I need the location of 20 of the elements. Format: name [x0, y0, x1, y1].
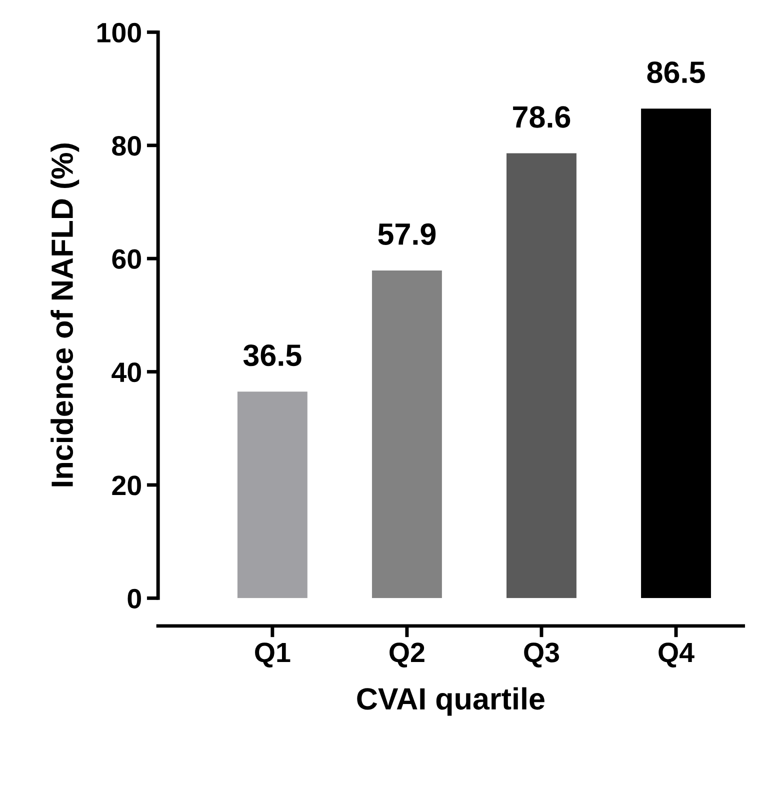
x-tick-label: Q1: [255, 642, 290, 668]
y-tick-label: 20: [112, 476, 141, 496]
data-label: 57.9: [378, 223, 436, 245]
bar: [372, 270, 442, 598]
y-tick-label: 60: [112, 249, 141, 269]
data-label: 36.5: [243, 344, 302, 366]
y-axis-title: Incidence of NAFLD (%): [50, 144, 80, 486]
bar: [237, 392, 308, 598]
data-label: 78.6: [513, 106, 570, 128]
y-tick-label: 100: [98, 22, 141, 43]
data-label: 86.5: [647, 61, 705, 84]
x-axis-title: CVAI quartile: [357, 687, 544, 716]
y-tick-label: 40: [112, 362, 141, 382]
bar: [641, 108, 711, 598]
x-tick-label: Q3: [524, 642, 560, 668]
y-tick-label: 0: [128, 588, 141, 609]
x-tick-label: Q4: [658, 642, 694, 668]
x-tick-label: Q2: [390, 642, 424, 668]
bar: [506, 153, 576, 598]
y-tick-label: 80: [112, 136, 141, 156]
